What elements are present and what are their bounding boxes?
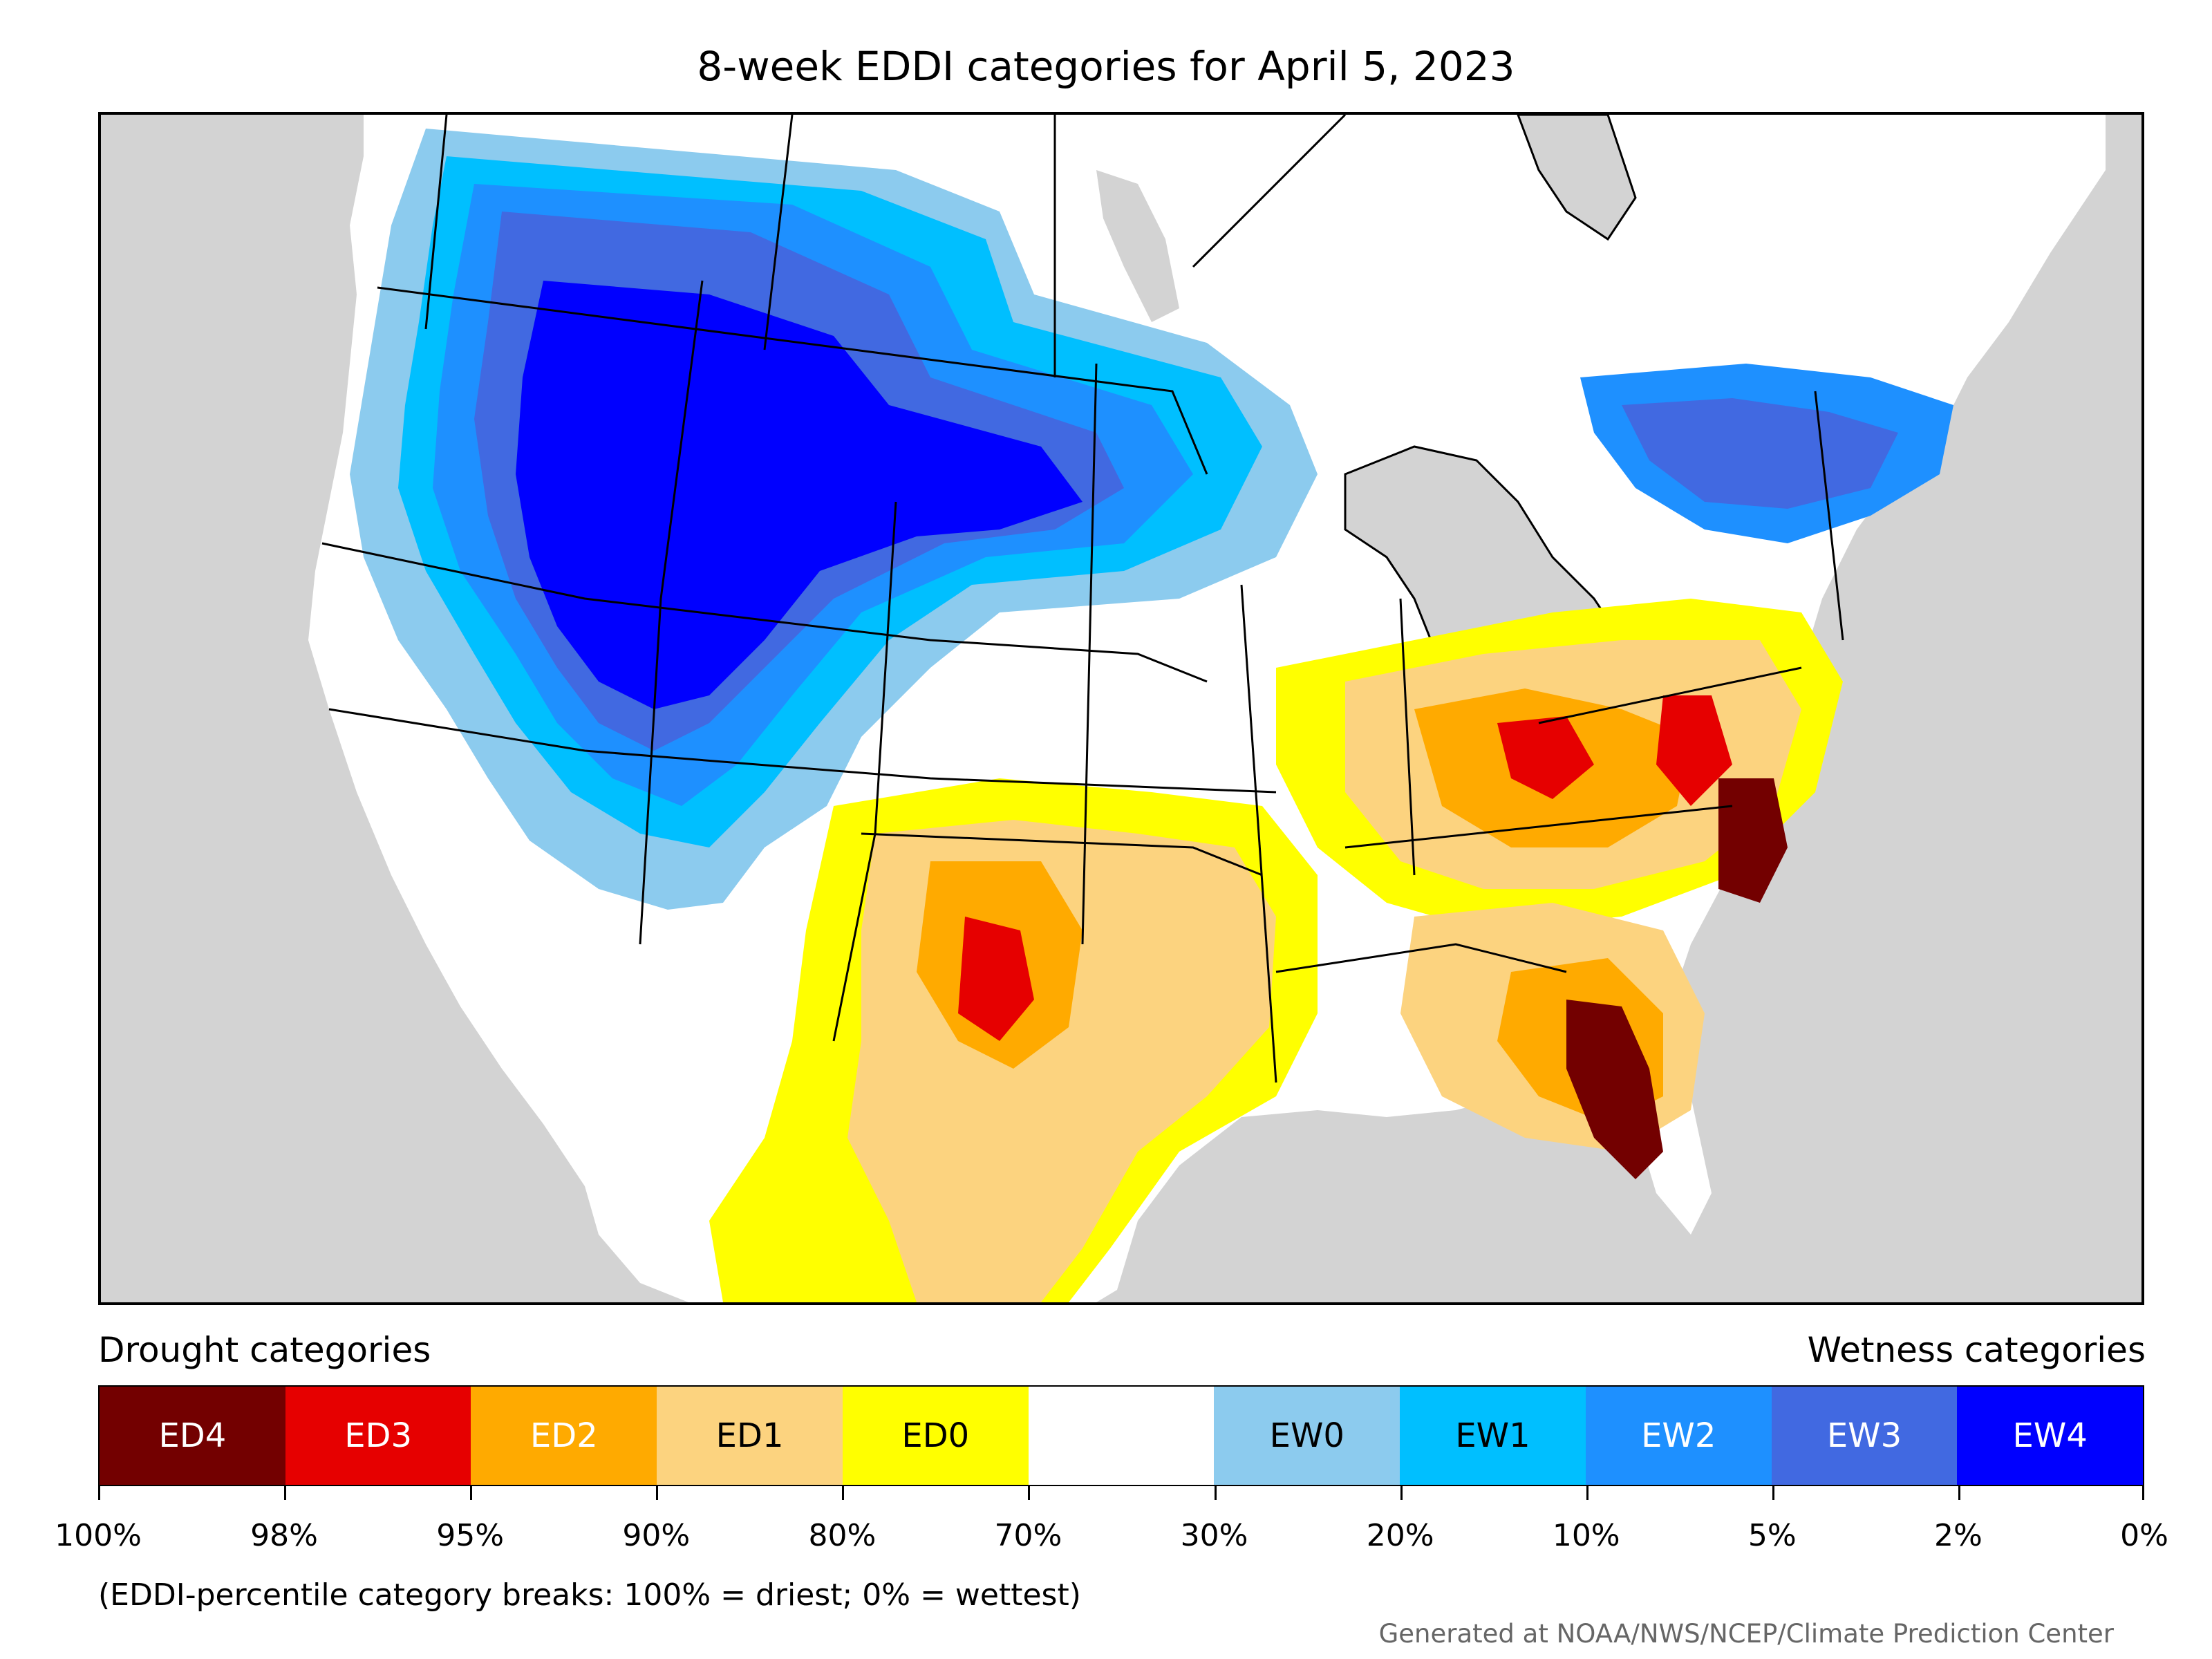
legend-cell-ew3: EW3: [1771, 1387, 1958, 1485]
tick-label-1: 98%: [250, 1518, 318, 1553]
eddi-map: [308, 115, 2106, 1302]
tick-label-5: 70%: [994, 1518, 1062, 1553]
legend-tick: [1772, 1485, 1774, 1500]
region-texas-ed3: [958, 917, 1034, 1041]
legend-tick: [1958, 1485, 1960, 1500]
james-bay: [1517, 115, 1637, 241]
legend-tick: [1214, 1485, 1217, 1500]
legend-cell-ed0: ED0: [842, 1387, 1029, 1485]
footnote: (EDDI-percentile category breaks: 100% =…: [98, 1577, 1081, 1613]
legend-cell-ed4: ED4: [100, 1387, 285, 1485]
tick-label-8: 10%: [1552, 1518, 1620, 1553]
legend-ticks: [98, 1485, 2144, 1506]
legend-tick: [1400, 1485, 1403, 1500]
tick-label-3: 90%: [622, 1518, 691, 1553]
tick-label-11: 0%: [2120, 1518, 2168, 1553]
map-frame: [98, 112, 2144, 1305]
wetness-categories-heading: Wetness categories: [1807, 1330, 2146, 1370]
tick-label-6: 30%: [1180, 1518, 1248, 1553]
legend-cell-ed2: ED2: [471, 1387, 657, 1485]
legend-tick: [470, 1485, 473, 1500]
tick-label-7: 20%: [1366, 1518, 1434, 1553]
tick-label-0: 100%: [55, 1518, 142, 1553]
drought-categories-heading: Drought categories: [98, 1330, 431, 1370]
legend-cell-ed3: ED3: [285, 1387, 471, 1485]
legend-tick: [2142, 1485, 2144, 1500]
tick-label-2: 95%: [436, 1518, 505, 1553]
legend-cell-ew0: EW0: [1214, 1387, 1400, 1485]
region-ohio-ed3: [1497, 716, 1594, 799]
region-northeast-ew3: [1622, 398, 1898, 509]
boundary-lines: [321, 115, 1844, 1083]
tick-label-9: 5%: [1747, 1518, 1797, 1553]
region-carolina-ed4: [1718, 778, 1788, 903]
legend-tick: [1586, 1485, 1588, 1500]
legend-cell-ew4: EW4: [1957, 1387, 2144, 1485]
region-texas-ed1: [847, 820, 1276, 1302]
legend-tick: [1028, 1485, 1031, 1500]
region-virginia-ed3: [1656, 695, 1732, 806]
tick-label-10: 2%: [1934, 1518, 1983, 1553]
legend-cell-ew1: EW1: [1400, 1387, 1586, 1485]
credit-line: Generated at NOAA/NWS/NCEP/Climate Predi…: [1378, 1619, 2114, 1649]
legend-cell-ew2: EW2: [1585, 1387, 1772, 1485]
legend-colorbar: ED4 ED3 ED2 ED1 ED0 EW0 EW1 EW2 EW3 EW4: [98, 1385, 2144, 1486]
legend-tick: [656, 1485, 659, 1500]
map-title: 8-week EDDI categories for April 5, 2023: [697, 43, 1515, 90]
legend-cell-ed1: ED1: [657, 1387, 843, 1485]
legend-cell-neutral: [1028, 1387, 1215, 1485]
hudson-bay-edge: [1096, 170, 1179, 322]
legend-tick: [98, 1485, 100, 1500]
legend-tick: [284, 1485, 287, 1500]
region-ew4: [516, 281, 1082, 709]
legend-tick: [842, 1485, 845, 1500]
tick-label-4: 80%: [808, 1518, 877, 1553]
region-florida-ed4: [1566, 1000, 1663, 1179]
